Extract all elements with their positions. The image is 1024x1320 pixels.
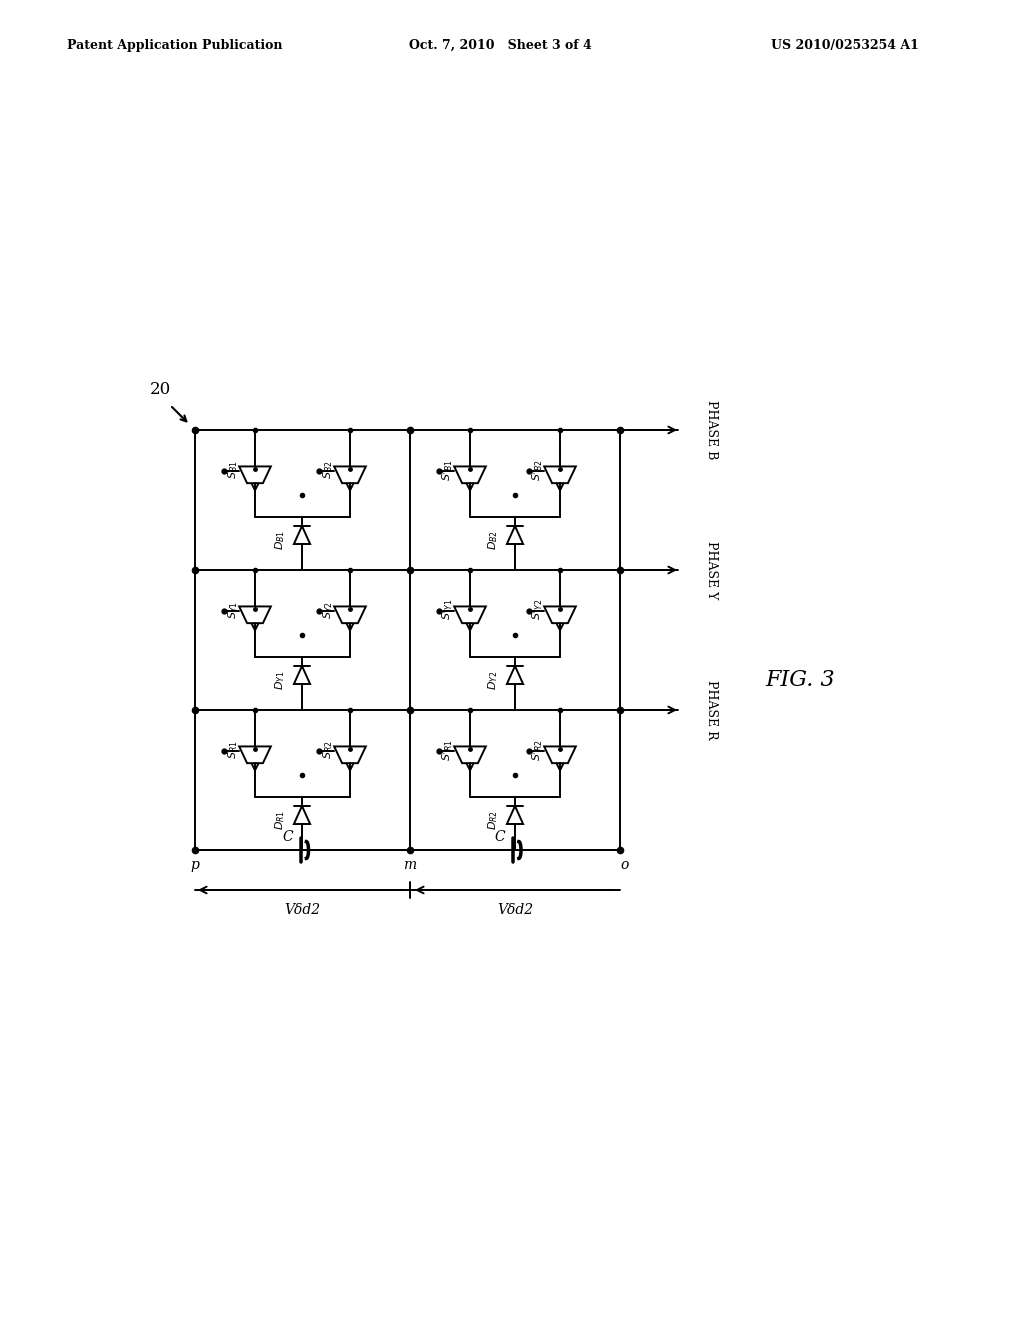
Text: Oct. 7, 2010   Sheet 3 of 4: Oct. 7, 2010 Sheet 3 of 4 — [409, 38, 592, 51]
Text: $D_{B1}$: $D_{B1}$ — [273, 529, 287, 550]
Text: m: m — [403, 858, 417, 873]
Text: US 2010/0253254 A1: US 2010/0253254 A1 — [771, 38, 919, 51]
Text: $D_{R2}$: $D_{R2}$ — [486, 810, 500, 830]
Text: $S_{B2}$: $S_{B2}$ — [322, 461, 335, 479]
Text: $D_{R1}$: $D_{R1}$ — [273, 810, 287, 830]
Text: 20: 20 — [150, 381, 171, 399]
Text: C: C — [495, 830, 505, 843]
Text: $D_{Y1}$: $D_{Y1}$ — [273, 671, 287, 690]
Text: $S'_{B1}$: $S'_{B1}$ — [440, 459, 456, 480]
Text: $S'_{Y1}$: $S'_{Y1}$ — [440, 599, 456, 620]
Text: PHASE B: PHASE B — [705, 400, 718, 459]
Text: $D_{B2}$: $D_{B2}$ — [486, 529, 500, 550]
Text: $S'_{R2}$: $S'_{R2}$ — [530, 739, 546, 760]
Text: PHASE R: PHASE R — [705, 680, 718, 739]
Text: Vδd2: Vδd2 — [497, 903, 534, 917]
Text: Patent Application Publication: Patent Application Publication — [68, 38, 283, 51]
Text: $S_{B1}$: $S_{B1}$ — [226, 461, 240, 479]
Text: $S_{Y1}$: $S_{Y1}$ — [226, 601, 240, 619]
Text: $S'_{R1}$: $S'_{R1}$ — [440, 739, 456, 760]
Text: $S_{Y2}$: $S_{Y2}$ — [322, 601, 335, 619]
Text: PHASE Y: PHASE Y — [705, 541, 718, 599]
Text: $S'_{B2}$: $S'_{B2}$ — [530, 459, 546, 480]
Text: FIG. 3: FIG. 3 — [765, 669, 835, 690]
Text: $S_{R2}$: $S_{R2}$ — [322, 741, 335, 759]
Text: o: o — [621, 858, 629, 873]
Text: $S_{R1}$: $S_{R1}$ — [226, 741, 240, 759]
Text: p: p — [190, 858, 200, 873]
Text: C: C — [283, 830, 293, 843]
Text: $D_{Y2}$: $D_{Y2}$ — [486, 671, 500, 690]
Text: $S'_{Y2}$: $S'_{Y2}$ — [530, 599, 546, 620]
Text: Vδd2: Vδd2 — [285, 903, 321, 917]
